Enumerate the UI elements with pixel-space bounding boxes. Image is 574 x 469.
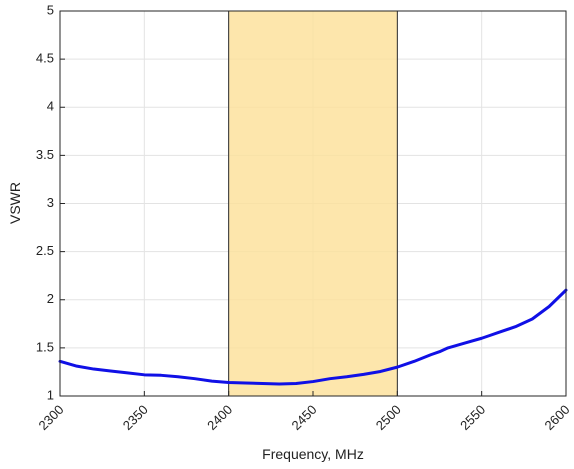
y-tick-label: 3: [47, 195, 54, 210]
x-tick-label: 2300: [35, 402, 66, 433]
x-tick-label: 2400: [204, 402, 235, 433]
x-tick-label: 2500: [373, 402, 404, 433]
y-axis-label: VSWR: [7, 182, 23, 224]
y-tick-label: 3.5: [36, 147, 54, 162]
y-tick-label: 1.5: [36, 339, 54, 354]
highlight-band-group: [228, 10, 398, 397]
y-tick-label: 1: [47, 387, 54, 402]
series-line-0: [58, 288, 568, 386]
series-group: [58, 288, 568, 386]
y-tick-label: 4.5: [36, 51, 54, 66]
highlight-band: [228, 10, 398, 397]
y-tick-label: 2.5: [36, 243, 54, 258]
y-axis-ticks: 1 1.5 2 2.5 3 3.5 4 4.5 5: [36, 2, 65, 402]
x-tick-label: 2550: [457, 402, 488, 433]
x-tick-label: 2350: [120, 402, 151, 433]
x-axis-label: Frequency, MHz: [262, 446, 364, 462]
x-tick-label: 2600: [541, 402, 572, 433]
y-tick-label: 4: [47, 99, 54, 114]
x-tick-label: 2450: [288, 402, 319, 433]
y-tick-label: 2: [47, 291, 54, 306]
y-tick-label: 5: [47, 2, 54, 17]
x-axis-ticks: 2300 2350 2400 2450 2500 2550 2600: [35, 391, 573, 433]
